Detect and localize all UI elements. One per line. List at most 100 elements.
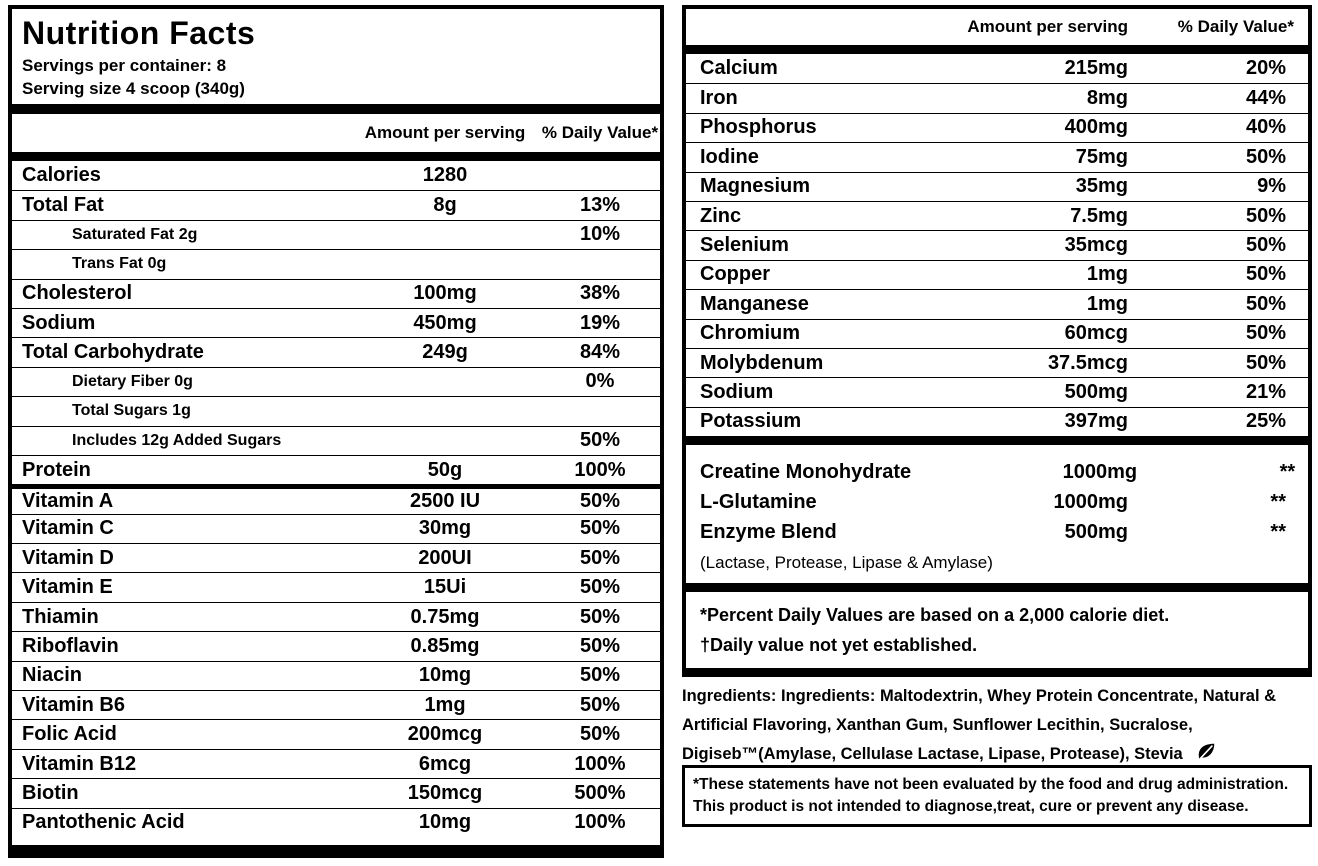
row-daily-value: 50% [579,664,621,687]
row-label: Magnesium [700,175,811,198]
row-daily-value: 50% [1245,322,1286,345]
table-row: Vitamin A 2500 IU 50% [12,484,660,513]
row-label: Vitamin C [22,517,114,540]
table-row: Calories 1280 [12,161,660,190]
row-label: Total Carbohydrate [22,341,204,364]
row-daily-value: ** [1270,520,1286,543]
ingredients-text: Ingredients: Ingredients: Maltodextrin, … [682,682,1314,773]
row-label: Biotin [22,781,79,804]
table-row: Pantothenic Acid 10mg 100% [12,807,660,837]
row-amount: 37.5mcg [1047,351,1128,374]
divider-thick [12,152,660,161]
row-daily-value: 21% [1245,380,1286,403]
row-daily-value: 25% [1245,410,1286,433]
table-row: Potassium 397mg 25% [686,406,1308,436]
row-amount: 1280 [422,164,468,187]
table-row: Total Fat 8g 13% [12,190,660,219]
row-label: Potassium [700,410,802,433]
row-label: Cholesterol [22,282,133,305]
row-amount: 0.85mg [410,634,480,657]
row-amount: 1mg [424,693,466,716]
row-label: Calcium [700,57,778,80]
not-established-footnote: †Daily value not yet established. [700,635,978,656]
row-daily-value: 44% [1245,87,1286,110]
row-label: Vitamin A [22,489,114,512]
row-daily-value: 50% [579,576,621,599]
row-daily-value: 50% [1245,234,1286,257]
row-daily-value: 50% [1245,292,1286,315]
row-amount: 6mcg [418,752,472,775]
table-row: Phosphorus 400mg 40% [686,112,1308,142]
row-daily-value: 50% [1245,263,1286,286]
row-label: Riboflavin [22,634,119,657]
row-amount: 35mcg [1064,234,1128,257]
table-row: Saturated Fat 2g 10% [12,219,660,249]
nutrient-rows: Calories 1280 Total Fat 8g 13% Saturated Fat … [12,161,660,837]
fda-disclaimer-box: *These statements have not been evaluate… [682,765,1312,827]
divider-thick [12,104,660,114]
row-daily-value: 100% [574,752,626,775]
row-daily-value: 50% [579,429,621,452]
row-amount: 1000mg [1062,460,1138,483]
column-header-dv: % Daily Value* [1177,17,1294,36]
column-header: Amount per serving % Daily Value* [686,9,1308,45]
row-label: Protein [22,458,91,481]
row-daily-value: 100% [574,458,626,481]
ingredients-list: Ingredients: Ingredients: Maltodextrin, … [682,687,1277,763]
row-label: Sodium [22,311,96,334]
row-amount: 15Ui [423,576,467,599]
table-row: Niacin 10mg 50% [12,660,660,690]
footnotes: *Percent Daily Values are based on a 2,0… [686,592,1308,666]
row-amount: 450mg [413,311,477,334]
row-daily-value: 9% [1257,175,1286,198]
row-label: Includes 12g Added Sugars [72,431,282,449]
row-daily-value: 0% [585,370,615,393]
row-daily-value: 50% [1245,204,1286,227]
row-daily-value: 13% [579,194,621,217]
table-row: Protein 50g 100% [12,454,660,484]
row-amount: 200UI [418,546,472,569]
table-row: Enzyme Blend 500mg ** [686,517,1308,547]
row-label: Sodium [700,380,774,403]
row-amount: 500mg [1064,380,1128,403]
table-row: Riboflavin 0.85mg 50% [12,631,660,660]
table-row: Molybdenum 37.5mcg 50% [686,347,1308,377]
row-daily-value: 50% [579,605,621,628]
table-row: Cholesterol 100mg 38% [12,278,660,308]
row-amount: 10mg [418,664,472,687]
divider-thick [686,583,1308,593]
row-label: Thiamin [22,605,99,628]
row-label: Molybdenum [700,351,824,374]
table-row: Chromium 60mcg 50% [686,318,1308,348]
row-amount: 397mg [1064,410,1128,433]
table-row: Trans Fat 0g [12,249,660,278]
row-label: Creatine Monohydrate [700,460,912,483]
row-amount: 8g [433,194,457,217]
row-label: Folic Acid [22,723,117,746]
row-label: Enzyme Blend [700,520,837,543]
row-amount: 60mcg [1064,322,1128,345]
row-label: Manganese [700,292,809,315]
column-header-amount: Amount per serving [364,123,526,142]
row-amount: 100mg [413,282,477,305]
table-row: L-Glutamine 1000mg ** [686,487,1308,517]
row-label: Vitamin B12 [22,752,137,775]
row-label: Vitamin B6 [22,693,125,716]
divider-thick [686,45,1308,54]
daily-value-footnote: *Percent Daily Values are based on a 2,0… [700,605,1170,626]
row-amount: 75mg [1075,145,1128,168]
row-amount: 1mg [1086,292,1128,315]
row-label: Total Fat [22,194,104,217]
enzyme-blend-note: (Lactase, Protease, Lipase & Amylase) [700,553,993,573]
table-row: Total Sugars 1g [12,396,660,425]
table-row: Vitamin E 15Ui 50% [12,572,660,601]
row-label: Dietary Fiber 0g [72,372,193,390]
row-label: Calories [22,164,101,187]
row-label: Total Sugars 1g [72,402,191,420]
row-daily-value: ** [1279,460,1296,483]
row-label: Niacin [22,664,83,687]
table-row: Selenium 35mcg 50% [686,230,1308,259]
row-daily-value: 40% [1245,116,1286,139]
table-row: Vitamin B6 1mg 50% [12,690,660,719]
table-row: Zinc 7.5mg 50% [686,200,1308,230]
